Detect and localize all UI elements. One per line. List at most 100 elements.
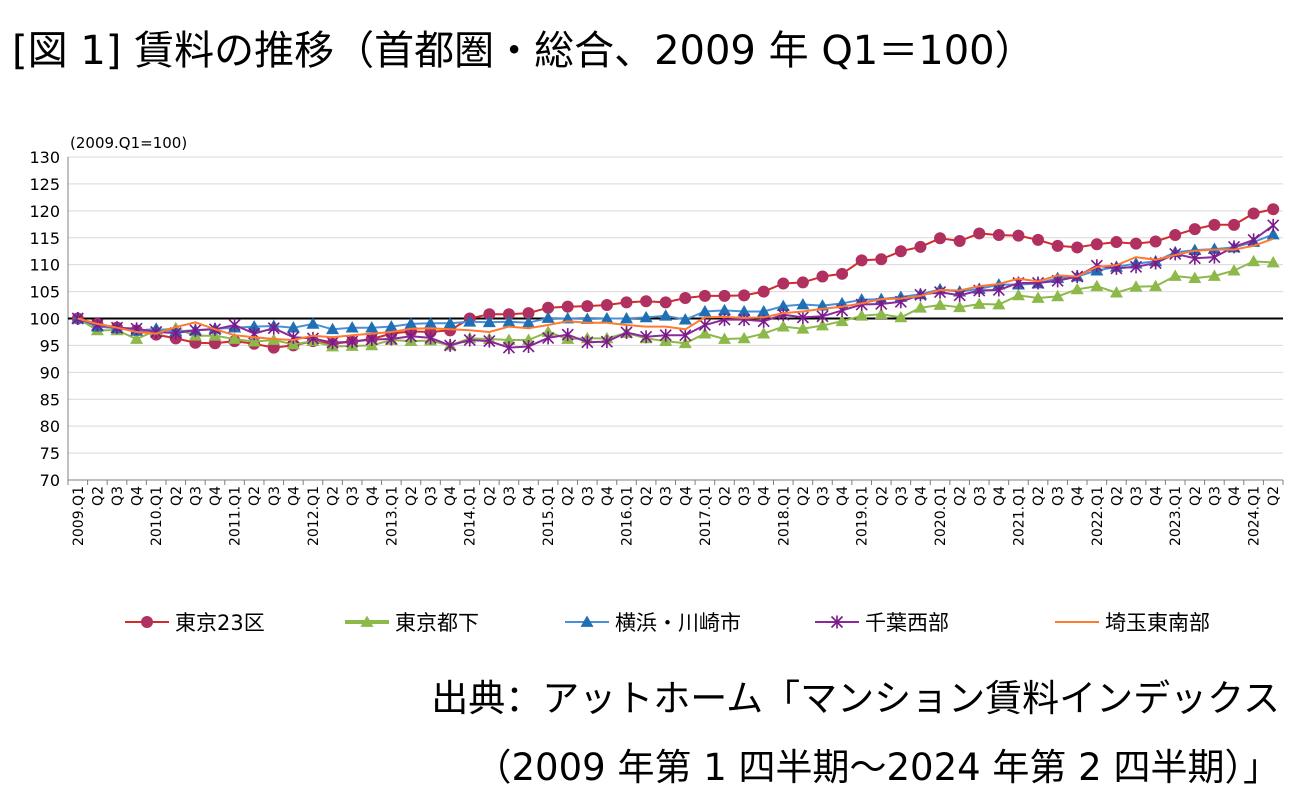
data-point [678,313,692,325]
data-point [130,332,144,344]
data-point [150,325,163,339]
x-tick-label: Q3 [659,486,675,506]
y-tick-label: 110 [29,256,60,275]
x-tick-label: Q3 [580,486,596,506]
data-point [1090,238,1103,251]
x-tick-label: 2014.Q1 [463,486,479,546]
data-point [894,245,907,258]
data-point [796,298,810,310]
data-point [835,314,849,327]
x-tick-label: Q4 [757,486,773,506]
data-point [306,331,320,345]
data-point [600,335,613,349]
x-tick-label: 2023.Q1 [1168,486,1184,546]
data-point [581,300,594,313]
data-point [933,285,947,299]
x-tick-label: 2017.Q1 [698,486,714,546]
y-tick-label: 70 [40,471,60,490]
data-point [620,296,633,309]
data-point [228,332,242,344]
data-point [346,335,359,349]
data-point [1207,269,1221,281]
x-tick-label: Q2 [1266,486,1282,506]
data-point [717,303,731,316]
data-point [738,313,751,327]
data-point [1188,251,1201,265]
data-point [463,333,476,347]
x-tick-label: 2011.Q1 [228,486,244,546]
data-point [444,338,457,352]
data-point [934,232,947,245]
y-tick-label: 80 [40,417,60,436]
data-point [913,301,927,313]
x-tick-label: 2012.Q1 [306,486,322,546]
x-tick-label: Q4 [365,486,381,506]
data-point [482,315,496,328]
x-tick-label: Q2 [1031,486,1047,506]
data-point [1266,228,1280,240]
data-point [1228,218,1241,231]
x-tick-label: Q4 [286,486,302,506]
x-tick-label: Q2 [639,486,655,506]
x-tick-label: Q2 [326,486,342,506]
data-point [542,331,555,345]
axes: 70 75 80 85 90 95 100 105 110 115 120 125 130 (2009.Q… [29,134,1284,546]
data-point [1247,254,1261,267]
data-point [600,312,614,324]
x-tick-label: Q2 [169,486,185,506]
data-point [698,305,712,317]
data-point [228,318,241,332]
data-point [580,312,594,324]
data-point [777,277,790,290]
x-tick-label: Q4 [678,486,694,506]
x-tick-label: Q4 [600,486,616,506]
data-point [1071,241,1084,254]
x-tick-label: Q2 [561,486,577,506]
data-point [953,234,966,247]
data-point [678,336,692,349]
data-point [737,305,751,317]
data-point [914,240,927,253]
source-line-1: 出典：アットホーム「マンション賃料インデックス [431,677,1280,720]
x-tick-label: Q4 [1227,486,1243,506]
data-point [698,289,711,302]
data-point [541,311,555,323]
data-point [1188,223,1201,236]
x-tick-label: Q4 [1070,486,1086,506]
data-point [639,310,653,323]
data-point [385,332,398,346]
data-point [91,318,104,332]
data-point [326,322,340,335]
x-tick-label: Q3 [894,486,910,506]
data-point [267,321,280,335]
source-line-2: （2009 年第 1 四半期～2024 年第 2 四半期）」 [474,746,1280,789]
data-point [620,312,634,324]
x-tick-label: 2022.Q1 [1090,486,1106,546]
data-point [1051,239,1064,252]
x-tick-label: 2021.Q1 [1011,486,1027,546]
data-point [1266,256,1280,268]
x-tick-label: Q2 [874,486,890,506]
data-point [365,332,378,346]
data-point [679,292,692,305]
y-tick-label: 125 [29,175,60,194]
x-tick-label: Q2 [482,486,498,506]
data-point [933,298,947,310]
data-point [1070,282,1084,295]
legend-label: 横浜・川崎市 [615,611,741,635]
data-point [738,289,751,302]
x-tick-label: Q3 [502,486,518,506]
series-4 [77,237,1274,342]
data-point [189,323,202,337]
data-point [992,298,1006,310]
y-tick-label: 90 [40,363,60,382]
x-tick-label: Q3 [188,486,204,506]
data-point [796,322,810,334]
legend-marker [830,615,844,629]
data-point [1110,236,1123,249]
data-point [561,300,574,313]
y-tick-label: 75 [40,444,60,463]
x-tick-label: Q3 [1129,486,1145,506]
data-point [502,333,516,345]
data-point [796,310,809,324]
